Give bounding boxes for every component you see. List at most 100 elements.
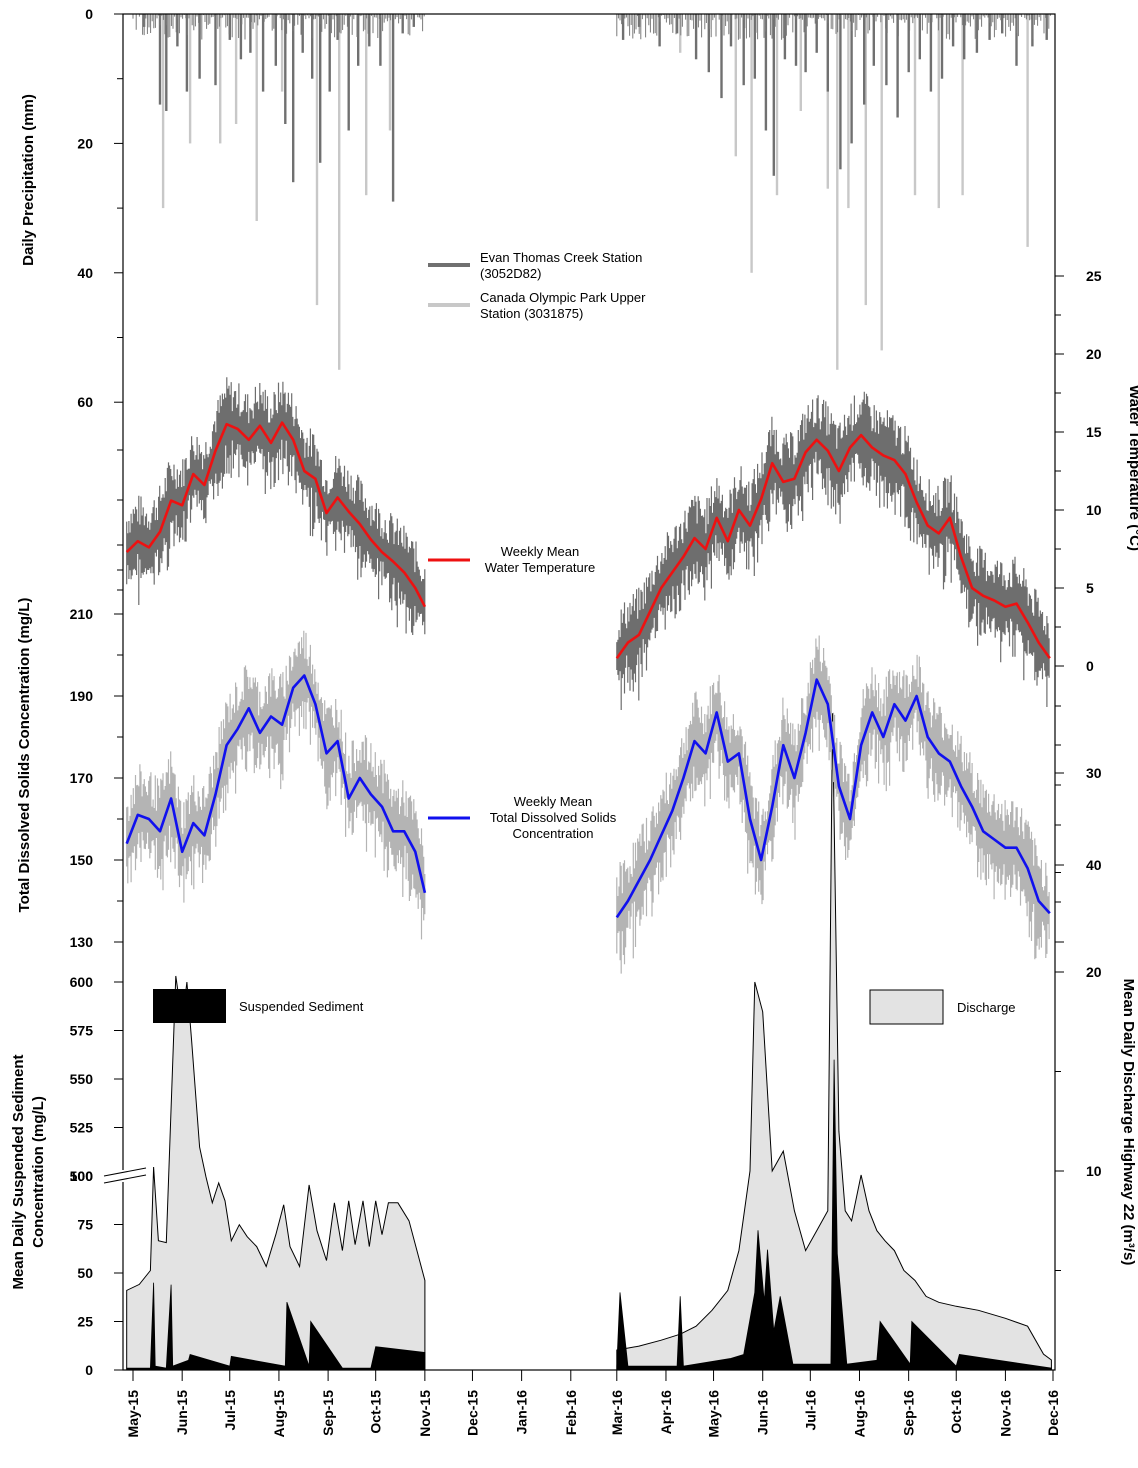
sed-tick-575: 575 [70,1023,94,1039]
x-tick-Sep-16: Sep-16 [901,1390,917,1436]
sed-tick-50: 50 [77,1265,93,1281]
sediment-axis-title-line1: Mean Daily Suspended Sediment [10,1054,27,1289]
precip-bar-0-10 [261,14,265,92]
precip-bar-0-17 [328,14,331,92]
weekly-temperature-line-1 [615,433,1051,659]
tds-daily-band-0 [126,630,426,940]
x-tick-Jul-15: Jul-15 [222,1390,238,1431]
weekly-temperature-line-0 [125,421,427,608]
precip-bar-0-58 [1015,14,1018,66]
precip-bar-0-38 [783,14,787,60]
precip-bar-0-5 [198,14,201,79]
precip-bar-1-11 [734,14,737,157]
precip-bar-0-13 [292,14,295,183]
sed-tick-500: 500 [70,1168,94,1184]
sediment-area-1 [616,1059,1052,1371]
precip-bar-0-47 [885,14,888,86]
precip-bar-1-18 [864,14,867,306]
precipitation-bars-layer [132,14,1051,370]
tds-tick-190: 190 [70,688,94,704]
weekly-mean-lines-layer [125,421,1051,919]
precip-tick-20: 20 [77,135,93,151]
precip-bar-0-43 [839,14,842,170]
precip-bar-1-8 [365,14,368,196]
sed-tick-100: 100 [70,1168,94,1184]
legend-label-olympic-park-2: Station (3031875) [480,306,583,321]
precip-bar-1-4 [255,14,258,221]
precip-bar-0-44 [850,14,853,144]
precip-drizzle-1 [616,14,1051,40]
plot-frame [122,13,1056,1371]
temperature-daily-band-0 [126,377,426,635]
precip-bar-0-7 [228,14,231,40]
temp-tick-15: 15 [1086,424,1102,440]
precip-bar-0-32 [720,14,723,99]
precip-bar-0-50 [918,14,921,60]
temperature-legend: Weekly Mean Water Temperature [428,544,595,575]
precip-bar-0-49 [907,14,910,73]
legend-label-suspended-sediment: Suspended Sediment [239,999,364,1014]
precip-bar-0-42 [826,14,829,92]
axes-layer: 0204060051015202513015017019021002550751… [70,6,1102,1437]
precip-bar-0-28 [658,14,661,47]
precip-bar-0-20 [357,14,360,66]
precip-bar-0-35 [753,14,756,79]
precip-bar-0-8 [239,14,243,60]
precip-bar-0-48 [896,14,899,118]
temperature-daily-band-layer [126,377,1050,710]
precip-bar-1-7 [338,14,341,370]
precip-bar-0-15 [311,14,314,79]
legend-label-olympic-park-1: Canada Olympic Park Upper [480,290,646,305]
precip-bar-0-9 [249,14,252,53]
temp-tick-10: 10 [1086,502,1102,518]
discharge-axis-title: Mean Daily Discharge Highway 22 (m³/s) [1120,979,1137,1266]
tds-tick-130: 130 [70,934,94,950]
x-tick-Apr-16: Apr-16 [658,1390,674,1435]
precip-bar-0-11 [274,14,277,66]
legend-swatch-discharge [869,989,944,1025]
precip-bar-0-4 [185,14,189,92]
precip-bar-0-36 [764,14,768,131]
precip-bar-0-22 [379,14,382,66]
water-temperature-axis-title: Water Temperature (°C) [1126,385,1138,551]
temp-tick-20: 20 [1086,346,1102,362]
x-tick-Jun-15: Jun-15 [174,1390,190,1435]
weekly-tds-line-0 [125,674,427,894]
axis-break-mark [100,1167,150,1184]
precip-bar-1-0 [161,14,165,209]
precip-bar-0-24 [401,14,404,34]
precip-bar-0-31 [707,14,710,73]
precip-bar-1-6 [315,14,319,306]
precip-bar-1-22 [961,14,964,196]
precip-bar-0-25 [412,14,415,27]
tds-axis-title: Total Dissolved Solids Concentration (mg… [16,598,33,913]
sediment-legend: Suspended Sediment Discharge [153,989,1016,1025]
legend-label-weekly-temperature-1: Weekly Mean [501,544,580,559]
precip-bar-0-2 [165,14,168,111]
sediment-area-layer [126,1059,1052,1371]
precip-bar-0-23 [391,14,395,202]
tds-tick-170: 170 [70,770,94,786]
legend-label-evan-thomas-1: Evan Thomas Creek Station [480,250,642,265]
sed-tick-75: 75 [77,1217,93,1233]
precip-bar-1-17 [847,14,850,209]
weekly-tds-line-1 [615,678,1051,919]
precip-bar-1-23 [1026,14,1029,247]
legend-label-weekly-tds-2: Total Dissolved Solids [490,810,617,825]
temp-tick-0: 0 [1086,658,1094,674]
precip-bar-0-40 [804,14,807,73]
precip-bar-1-5 [280,14,284,92]
x-tick-Sep-15: Sep-15 [320,1390,336,1436]
legend-label-evan-thomas-2: (3052D82) [480,266,541,281]
temperature-daily-band-1 [616,391,1050,710]
x-tick-Jun-16: Jun-16 [755,1390,771,1435]
legend-label-weekly-tds-1: Weekly Mean [514,794,593,809]
legend-swatch-suspended-sediment [153,989,226,1023]
precip-bar-1-2 [219,14,222,144]
precip-bar-1-14 [799,14,802,111]
precip-bar-1-10 [679,14,682,53]
precip-bar-1-16 [836,14,839,370]
temp-tick-5: 5 [1086,580,1094,596]
